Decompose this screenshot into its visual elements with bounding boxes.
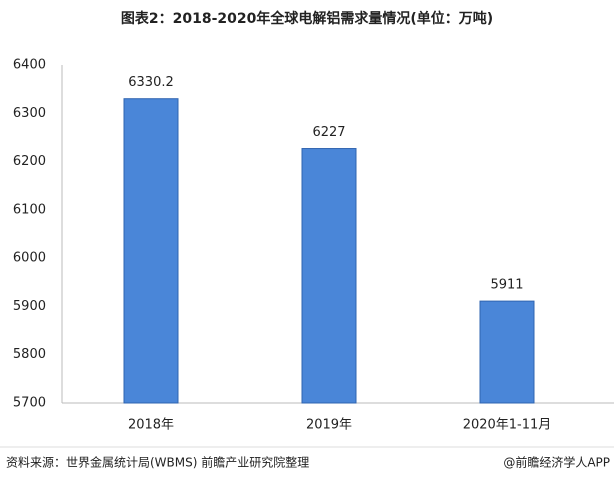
y-tick-label: 5900 (13, 299, 46, 314)
chart-title: 图表2：2018-2020年全球电解铝需求量情况(单位：万吨) (121, 10, 493, 27)
y-tick-label: 5800 (13, 347, 46, 362)
y-tick-label: 6000 (13, 251, 46, 266)
source-note: 资料来源：世界金属统计局(WBMS) 前瞻产业研究院整理 (6, 455, 309, 470)
bar (123, 98, 179, 404)
x-tick-label: 2018年 (128, 418, 174, 433)
x-tick-label: 2019年 (306, 418, 352, 433)
bar (301, 148, 357, 404)
data-label: 5911 (490, 278, 523, 293)
y-tick-label: 6100 (13, 202, 46, 217)
data-label: 6330.2 (128, 75, 174, 90)
y-tick-label: 6400 (13, 58, 46, 73)
data-label: 6227 (312, 125, 345, 140)
y-tick-label: 6200 (13, 154, 46, 169)
credit: @前瞻经济学人APP (503, 455, 610, 470)
x-tick-label: 2020年1-11月 (463, 418, 552, 433)
bar (479, 300, 535, 404)
y-tick-label: 6300 (13, 106, 46, 121)
y-tick-label: 5700 (13, 396, 46, 411)
